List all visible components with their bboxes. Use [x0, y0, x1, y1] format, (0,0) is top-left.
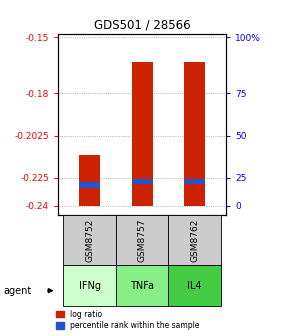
Title: GDS501 / 28566: GDS501 / 28566: [94, 18, 191, 31]
Bar: [184, 62, 205, 206]
Bar: [79, 155, 100, 206]
Text: TNFa: TNFa: [130, 281, 154, 291]
Text: GSM8762: GSM8762: [190, 218, 199, 262]
Legend: log ratio, percentile rank within the sample: log ratio, percentile rank within the sa…: [56, 309, 199, 330]
Bar: [132, 178, 153, 184]
Text: GSM8752: GSM8752: [85, 218, 94, 262]
Text: IFNg: IFNg: [79, 281, 101, 291]
Bar: [79, 182, 100, 188]
Bar: [132, 62, 153, 206]
Bar: [116, 265, 168, 306]
Bar: [63, 215, 116, 265]
Bar: [168, 215, 221, 265]
Text: agent: agent: [3, 286, 31, 296]
Text: GSM8757: GSM8757: [137, 218, 147, 262]
Bar: [184, 178, 205, 184]
Bar: [63, 265, 116, 306]
Text: IL4: IL4: [187, 281, 202, 291]
Bar: [168, 265, 221, 306]
Bar: [116, 215, 168, 265]
